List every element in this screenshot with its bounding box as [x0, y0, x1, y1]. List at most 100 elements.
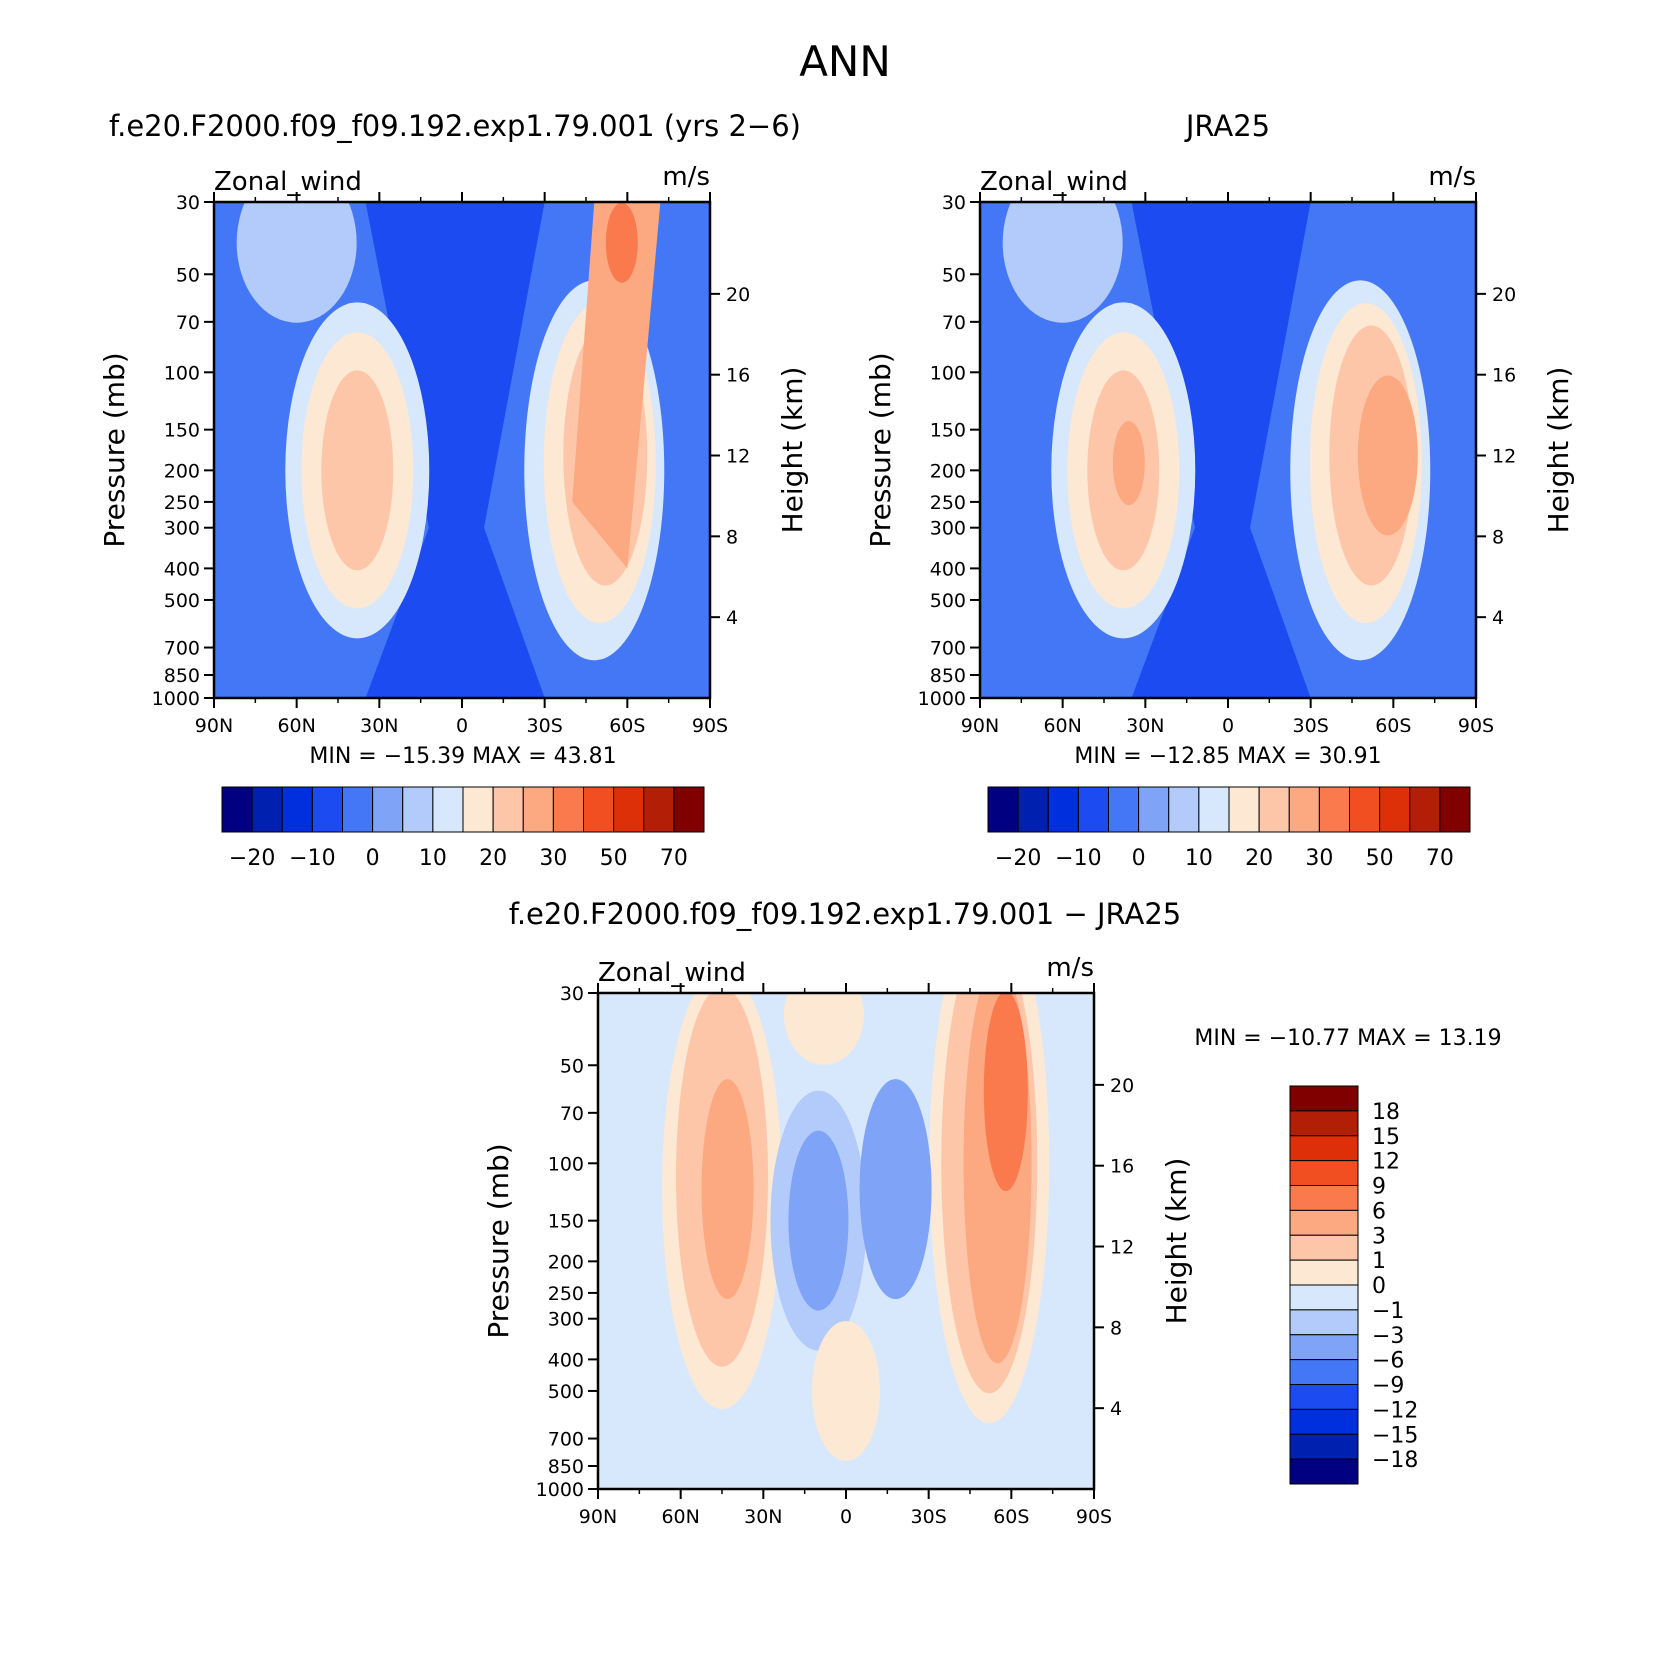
colorbar-label: −18: [1372, 1448, 1418, 1473]
colorbar-swatch: [1047, 786, 1079, 833]
colorbar-swatch: [432, 786, 464, 833]
diff-nh-pos-core: [701, 1079, 754, 1300]
colorbar: −20 −10 0 10 20 30 50 70: [987, 786, 1471, 871]
colorbar-swatch: [1289, 1384, 1359, 1410]
y-axis-label: Pressure (mb): [98, 352, 131, 547]
y-tick-label: 1000: [536, 1479, 584, 1501]
y-tick-label: 700: [548, 1429, 584, 1451]
y-tick-label: 400: [548, 1349, 584, 1371]
colorbar: −20 −10 0 10 20 30 50 70: [221, 786, 705, 871]
colorbar-label: 1: [1372, 1249, 1386, 1274]
variable-label: Zonal_wind: [214, 167, 362, 197]
y2-tick-label: 20: [1492, 284, 1516, 306]
x-tick-label: 30S: [911, 1506, 947, 1528]
diff-sh-pos-peak: [983, 993, 1028, 1192]
colorbar-swatch: [1288, 786, 1320, 833]
colorbar-label: 70: [1426, 846, 1454, 871]
colorbar-swatch: [1289, 1185, 1359, 1211]
x-tick-label: 0: [840, 1506, 852, 1528]
colorbar-label: −20: [995, 846, 1041, 871]
y-tick-label: 500: [548, 1381, 584, 1403]
x-tick-label: 60S: [993, 1506, 1029, 1528]
y-tick-label: 300: [164, 518, 200, 540]
colorbar-swatch: [1289, 1110, 1359, 1137]
colorbar-swatch: [1289, 1160, 1359, 1186]
y-tick-label: 30: [176, 192, 200, 214]
colorbar-swatch: [221, 786, 253, 833]
colorbar-swatch: [1318, 786, 1350, 833]
colorbar-swatch: [462, 786, 494, 833]
colorbar-label: 10: [419, 846, 447, 871]
colorbar-swatch: [1289, 1433, 1359, 1460]
y2-tick-label: 8: [1110, 1317, 1122, 1339]
x-tick-label: 90S: [1458, 715, 1494, 737]
y2-tick-label: 12: [1110, 1237, 1134, 1259]
y-tick-label: 700: [930, 638, 966, 660]
y-tick-label: 850: [930, 665, 966, 687]
y2-tick-label: 12: [726, 446, 750, 468]
panel-title: f.e20.F2000.f09_f09.192.exp1.79.001 (yrs…: [109, 109, 801, 143]
y-tick-label: 850: [548, 1456, 584, 1478]
colorbar-swatch: [1289, 1135, 1359, 1162]
units-label: m/s: [1428, 162, 1476, 192]
y-tick-label: 1000: [152, 688, 200, 710]
y-tick-label: 100: [164, 362, 200, 384]
colorbar-swatch: [1409, 786, 1441, 833]
y2-tick-label: 20: [726, 284, 750, 306]
y-tick-label: 150: [164, 420, 200, 442]
y-tick-label: 850: [164, 665, 200, 687]
panel-2: JRA25 Zonal_wind m/s 90N 60N 30N 0 30S 60S 90S 30 5…: [864, 109, 1575, 871]
colorbar-swatch: [1349, 786, 1381, 833]
x-tick-label: 60S: [1375, 715, 1411, 737]
y2-tick-label: 12: [1492, 446, 1516, 468]
colorbar-swatch: [492, 786, 524, 833]
colorbar-swatch: [1289, 1085, 1359, 1112]
diff-trop-neg-3: [859, 1079, 932, 1300]
colorbar-label: 6: [1372, 1199, 1386, 1224]
y2-tick-label: 4: [1492, 607, 1504, 629]
colorbar-label: 0: [366, 846, 380, 871]
y-tick-label: 500: [164, 590, 200, 612]
diff-top-pos: [783, 993, 864, 1065]
x-tick-label: 90N: [579, 1506, 617, 1528]
x-tick-label: 60N: [277, 715, 315, 737]
y2-tick-label: 16: [1492, 365, 1516, 387]
colorbar-swatch: [1108, 786, 1140, 833]
colorbar-label: 30: [1305, 846, 1333, 871]
y-tick-label: 70: [942, 312, 966, 334]
colorbar-swatch: [372, 786, 404, 833]
y-tick-label: 150: [930, 420, 966, 442]
y-tick-label: 100: [930, 362, 966, 384]
x-tick-label: 60N: [661, 1506, 699, 1528]
colorbar-swatch: [552, 786, 584, 833]
nh-strat: [1002, 202, 1123, 323]
colorbar-label: 18: [1372, 1100, 1400, 1125]
panel-3: f.e20.F2000.f09_f09.192.exp1.79.001 − JR…: [482, 897, 1502, 1528]
panels: f.e20.F2000.f09_f09.192.exp1.79.001 (yrs…: [98, 109, 1575, 1528]
colorbar-swatch: [1198, 786, 1230, 833]
colorbar-label: −10: [1055, 846, 1101, 871]
y-tick-label: 100: [548, 1153, 584, 1175]
colorbar-swatch: [643, 786, 675, 833]
colorbar-label: −10: [289, 846, 335, 871]
y-tick-label: 300: [930, 518, 966, 540]
colorbar-label: −9: [1372, 1374, 1404, 1399]
stats-text: MIN = −15.39 MAX = 43.81: [309, 744, 616, 769]
colorbar-swatch: [1289, 1334, 1359, 1361]
x-tick-label: 30N: [744, 1506, 782, 1528]
x-tick-label: 30S: [527, 715, 563, 737]
colorbar-swatch: [281, 786, 313, 833]
colorbar-swatch: [1439, 786, 1471, 833]
x-tick-label: 0: [1222, 715, 1234, 737]
colorbar-label: 9: [1372, 1175, 1386, 1200]
colorbar-label: −20: [229, 846, 275, 871]
colorbar-label: 10: [1185, 846, 1213, 871]
tropical-band: [365, 202, 545, 698]
y2-tick-label: 8: [1492, 526, 1504, 548]
x-tick-label: 60S: [609, 715, 645, 737]
colorbar-label: 0: [1132, 846, 1146, 871]
colorbar-swatch: [1289, 1408, 1359, 1435]
y-tick-label: 250: [930, 492, 966, 514]
y2-axis-label: Height (km): [1542, 367, 1575, 534]
